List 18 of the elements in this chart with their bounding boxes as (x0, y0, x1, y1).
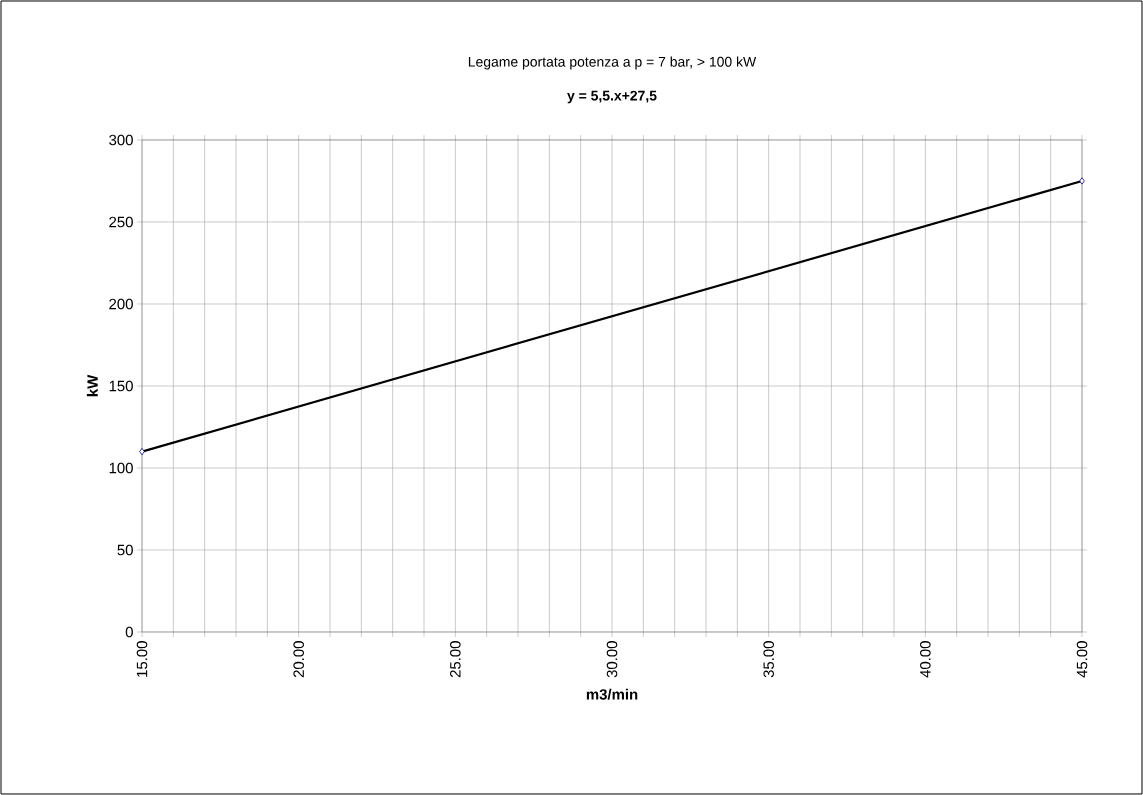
y-tick-label: 150 (109, 380, 133, 392)
y-tick-label: 250 (109, 216, 133, 228)
x-tick-label: 45.00 (1076, 641, 1088, 678)
y-tick-label: 200 (109, 298, 133, 310)
chart-subtitle: y = 5,5.x+27,5 (567, 90, 657, 104)
y-tick-label: 300 (109, 134, 133, 146)
y-tick-label: 0 (125, 626, 133, 638)
x-tick-label: 30.00 (606, 641, 618, 678)
y-tick-label: 100 (109, 462, 133, 474)
x-tick-label: 35.00 (763, 641, 774, 678)
x-axis-title: m3/min (586, 688, 638, 700)
x-tick-label: 25.00 (450, 641, 461, 678)
chart-title: Legame portata potenza a p = 7 bar, > 100 kW (468, 56, 757, 70)
x-tick-label: 15.00 (136, 641, 148, 677)
x-tick-label: 20.00 (293, 641, 304, 678)
y-axis-title: kW (86, 374, 98, 397)
x-tick-label: 40.00 (920, 641, 931, 678)
y-tick-label: 50 (117, 544, 133, 556)
